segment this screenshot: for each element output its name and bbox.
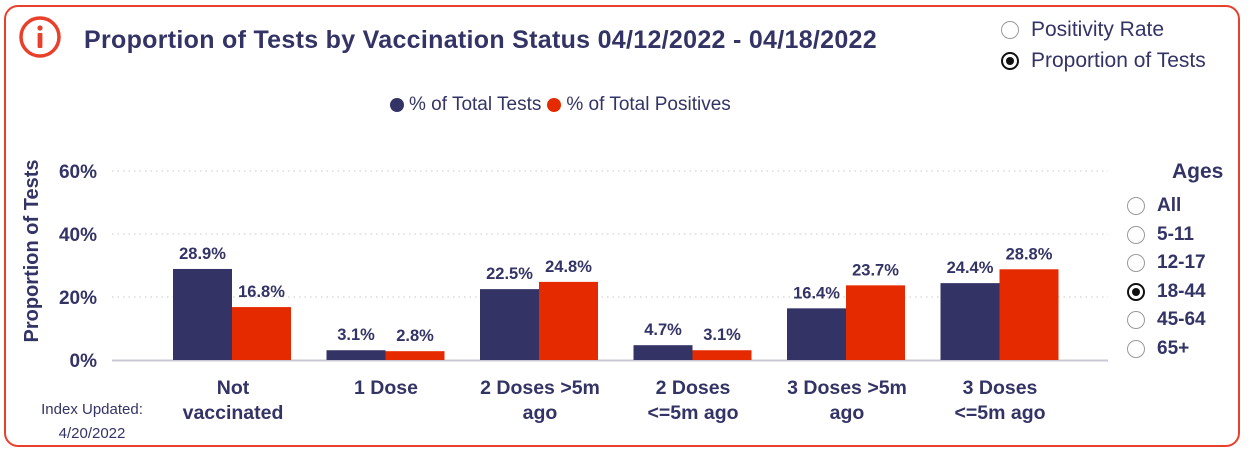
index-updated-label: Index Updated: bbox=[41, 401, 143, 418]
y-tick-label: 20% bbox=[59, 288, 97, 309]
radio-button[interactable] bbox=[1127, 225, 1145, 244]
bar-tests bbox=[787, 308, 846, 360]
category-label: Not vaccinated bbox=[182, 377, 284, 424]
bar-tests bbox=[633, 345, 693, 360]
age-option-label: 18-44 bbox=[1157, 280, 1206, 302]
bar-tests bbox=[326, 350, 386, 360]
chart-title: Proportion of Tests by Vaccination Statu… bbox=[84, 26, 877, 54]
view-option-proportion-of-tests[interactable]: Proportion of Tests bbox=[1001, 45, 1206, 76]
data-label: 4.7% bbox=[644, 321, 682, 339]
legend-label: % of Total Tests bbox=[409, 94, 542, 115]
data-label: 28.9% bbox=[179, 245, 226, 263]
radio-button[interactable] bbox=[1127, 254, 1145, 273]
radio-button-selected[interactable] bbox=[1001, 51, 1019, 70]
bar-positives bbox=[999, 269, 1059, 360]
data-label: 24.8% bbox=[545, 258, 592, 276]
bar-positives bbox=[385, 351, 445, 360]
age-option-5-11[interactable]: 5-11 bbox=[1127, 221, 1223, 250]
legend-label: % of Total Positives bbox=[566, 94, 731, 115]
view-option-label: Proportion of Tests bbox=[1031, 48, 1206, 72]
data-label: 22.5% bbox=[486, 265, 533, 283]
chart-legend: % of Total Tests % of Total Positives bbox=[390, 94, 737, 116]
data-label: 16.8% bbox=[238, 283, 285, 301]
bar-tests bbox=[173, 268, 232, 360]
age-option-label: 12-17 bbox=[1157, 252, 1206, 274]
category-label: 1 Dose bbox=[354, 377, 418, 399]
y-tick-label: 40% bbox=[59, 225, 97, 246]
age-filter-title: Ages bbox=[1172, 160, 1224, 183]
age-option-12-17[interactable]: 12-17 bbox=[1127, 249, 1223, 278]
radio-button-selected[interactable] bbox=[1127, 282, 1145, 301]
legend-swatch-positives bbox=[547, 98, 562, 112]
view-option-label: Positivity Rate bbox=[1031, 17, 1165, 41]
radio-button[interactable] bbox=[1001, 20, 1019, 39]
age-option-45-64[interactable]: 45-64 bbox=[1127, 306, 1223, 335]
data-label: 3.1% bbox=[337, 326, 375, 344]
chart-card bbox=[4, 5, 1240, 447]
y-axis-title: Proportion of Tests bbox=[21, 160, 43, 343]
category-label: 2 Doses <=5m ago bbox=[647, 377, 739, 424]
bar-tests bbox=[940, 283, 1000, 360]
age-option-all[interactable]: All bbox=[1127, 192, 1223, 221]
info-icon[interactable] bbox=[18, 15, 62, 59]
age-option-label: 65+ bbox=[1157, 337, 1190, 359]
age-option-18-44[interactable]: 18-44 bbox=[1127, 278, 1223, 307]
bar-positives bbox=[232, 307, 291, 360]
legend-item-positives[interactable]: % of Total Positives bbox=[547, 94, 731, 116]
bar-positives bbox=[539, 281, 598, 360]
age-option-label: 5-11 bbox=[1157, 223, 1194, 245]
category-label: 3 Doses >5m ago bbox=[787, 377, 907, 424]
radio-button[interactable] bbox=[1127, 197, 1145, 216]
data-label: 28.8% bbox=[1006, 245, 1053, 263]
bar-positives bbox=[846, 285, 905, 360]
bar-positives bbox=[692, 350, 752, 360]
radio-button[interactable] bbox=[1127, 311, 1145, 330]
index-updated-note: Index Updated: 4/20/2022 bbox=[22, 398, 162, 446]
y-tick-label: 0% bbox=[70, 351, 98, 372]
index-updated-date: 4/20/2022 bbox=[58, 425, 126, 442]
legend-swatch-tests bbox=[390, 98, 404, 112]
age-filter: Ages All 5-11 12-17 18-44 45-64 65+ bbox=[1127, 160, 1223, 363]
category-label: 3 Doses <=5m ago bbox=[954, 377, 1046, 424]
y-tick-label: 60% bbox=[59, 162, 97, 183]
view-option-positivity-rate[interactable]: Positivity Rate bbox=[1001, 14, 1206, 45]
bar-tests bbox=[480, 289, 539, 360]
age-option-label: All bbox=[1157, 195, 1182, 217]
data-label: 2.8% bbox=[396, 327, 434, 345]
view-toggle: Positivity Rate Proportion of Tests bbox=[1001, 14, 1206, 76]
radio-button[interactable] bbox=[1127, 339, 1145, 358]
age-option-label: 45-64 bbox=[1157, 309, 1206, 331]
data-label: 16.4% bbox=[793, 284, 840, 302]
age-option-65-plus[interactable]: 65+ bbox=[1127, 335, 1223, 364]
legend-item-tests[interactable]: % of Total Tests bbox=[390, 94, 541, 116]
data-label: 23.7% bbox=[852, 261, 899, 279]
data-label: 24.4% bbox=[947, 259, 994, 277]
data-label: 3.1% bbox=[703, 326, 741, 344]
category-label: 2 Doses >5m ago bbox=[480, 377, 600, 424]
